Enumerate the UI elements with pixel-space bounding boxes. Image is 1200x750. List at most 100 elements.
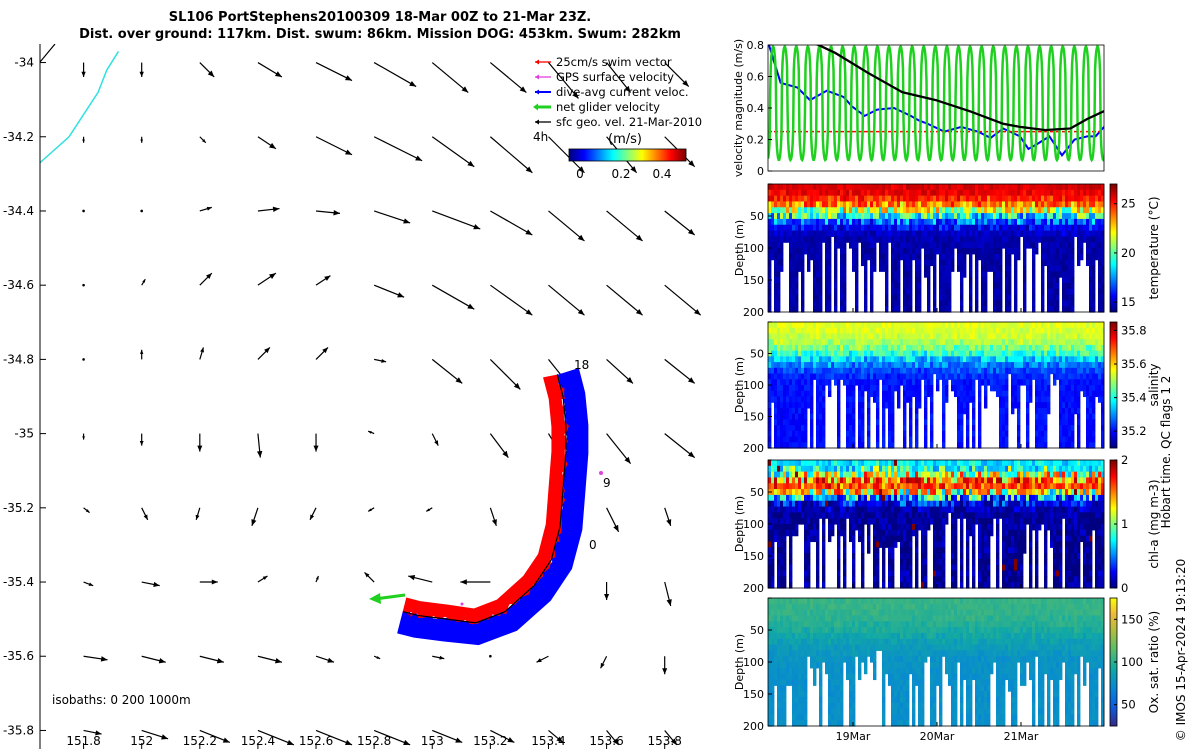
- section-cell: [792, 259, 796, 267]
- speed-colorbar-cell: [613, 149, 615, 161]
- section-cell: [1062, 236, 1066, 243]
- section-cell: [1020, 327, 1024, 335]
- section-cell: [1050, 224, 1054, 232]
- speed-colorbar-cell: [682, 149, 684, 161]
- section-cell: [825, 373, 829, 380]
- section-cell: [801, 402, 805, 409]
- section-cell: [1026, 362, 1030, 369]
- section-cell: [822, 582, 826, 589]
- section-colorbar-cell: [1110, 424, 1117, 426]
- section-cell: [1032, 288, 1036, 296]
- section-cell: [981, 367, 985, 375]
- section-cell: [861, 419, 865, 426]
- geo-vector-head: [286, 739, 294, 745]
- section-cell: [771, 362, 775, 369]
- section-cell: [768, 333, 772, 340]
- section-cell: [1035, 407, 1039, 415]
- section-cell: [963, 253, 967, 261]
- speed-colorbar-cell: [591, 149, 593, 161]
- section-cell: [963, 271, 967, 278]
- section-cell: [891, 327, 895, 335]
- section-cell: [969, 277, 973, 284]
- section-cell: [1089, 271, 1093, 278]
- section-cell: [852, 402, 856, 409]
- section-cell: [972, 242, 976, 249]
- section-cell: [1041, 322, 1045, 329]
- section-cell: [876, 333, 880, 340]
- section-cell: [783, 373, 787, 380]
- speed-colorbar-cell: [587, 149, 589, 161]
- speed-colorbar-cell: [676, 149, 678, 161]
- section-cell: [948, 350, 952, 357]
- section-cell: [915, 230, 919, 237]
- section-cell: [1032, 350, 1036, 357]
- section-cell: [837, 230, 841, 237]
- legend-gps-label: GPS surface velocity: [556, 70, 674, 84]
- section-cell: [1086, 230, 1090, 237]
- section-cell: [843, 362, 847, 369]
- section-cell: [909, 213, 913, 220]
- section-cell: [1035, 218, 1039, 226]
- section-cell: [957, 356, 961, 363]
- section-cell: [789, 576, 793, 583]
- section-cell: [1020, 356, 1024, 363]
- section-cell: [960, 367, 964, 375]
- section-cell: [1080, 213, 1084, 220]
- section-colorbar-cell: [1110, 446, 1117, 448]
- section-cell: [927, 259, 931, 267]
- section-cell: [1053, 195, 1057, 203]
- section-cell: [810, 253, 814, 261]
- section-cell: [1023, 184, 1027, 191]
- section-cell: [774, 333, 778, 340]
- section-cell: [774, 442, 778, 449]
- section-cell: [849, 184, 853, 191]
- section-cell: [909, 294, 913, 301]
- section-cell: [1068, 248, 1072, 255]
- section-cell: [1071, 300, 1075, 307]
- speed-colorbar-cell: [641, 149, 643, 161]
- section-cell: [957, 367, 961, 375]
- section-cell: [1005, 271, 1009, 278]
- section-cell: [951, 195, 955, 203]
- section-cell: [957, 396, 961, 403]
- section-cell: [804, 500, 808, 508]
- section-cell: [948, 189, 952, 197]
- section-cell: [936, 385, 940, 392]
- section-cell: [792, 288, 796, 296]
- section-cell: [798, 483, 802, 490]
- section-cell: [792, 277, 796, 284]
- section-cell: [912, 362, 916, 369]
- section-cell: [834, 265, 838, 272]
- section-colorbar-cell: [1110, 258, 1117, 260]
- section-cell: [879, 362, 883, 369]
- section-cell: [1092, 259, 1096, 267]
- section-cell: [1092, 248, 1096, 255]
- section-cell: [1041, 230, 1045, 237]
- section-cell: [840, 339, 844, 346]
- section-cell: [843, 236, 847, 243]
- section-cell: [786, 218, 790, 226]
- section-cell: [1068, 367, 1072, 375]
- speed-colorbar-cell: [582, 149, 584, 161]
- section-cell: [903, 242, 907, 249]
- section-cell: [1095, 207, 1099, 214]
- section-cell: [993, 333, 997, 340]
- section-cell: [1023, 306, 1027, 313]
- section-colorbar-cell: [1110, 402, 1117, 404]
- section-cell: [1056, 362, 1060, 369]
- section-cell: [975, 265, 979, 272]
- section-cell: [999, 413, 1003, 420]
- section-cell: [771, 396, 775, 403]
- section-cell: [996, 373, 1000, 380]
- section-colorbar-cell: [1110, 235, 1117, 237]
- section-cell: [1050, 344, 1054, 352]
- section-cell: [918, 253, 922, 261]
- section-cell: [972, 425, 976, 432]
- section-cell: [924, 436, 928, 443]
- legend-sfc-label: sfc geo. vel. 21-Mar-2010: [556, 115, 702, 129]
- section-cell: [1074, 184, 1078, 191]
- section-cell: [1083, 373, 1087, 380]
- section-cell: [777, 356, 781, 363]
- section-cell: [1101, 300, 1105, 307]
- section-cell: [1101, 430, 1105, 438]
